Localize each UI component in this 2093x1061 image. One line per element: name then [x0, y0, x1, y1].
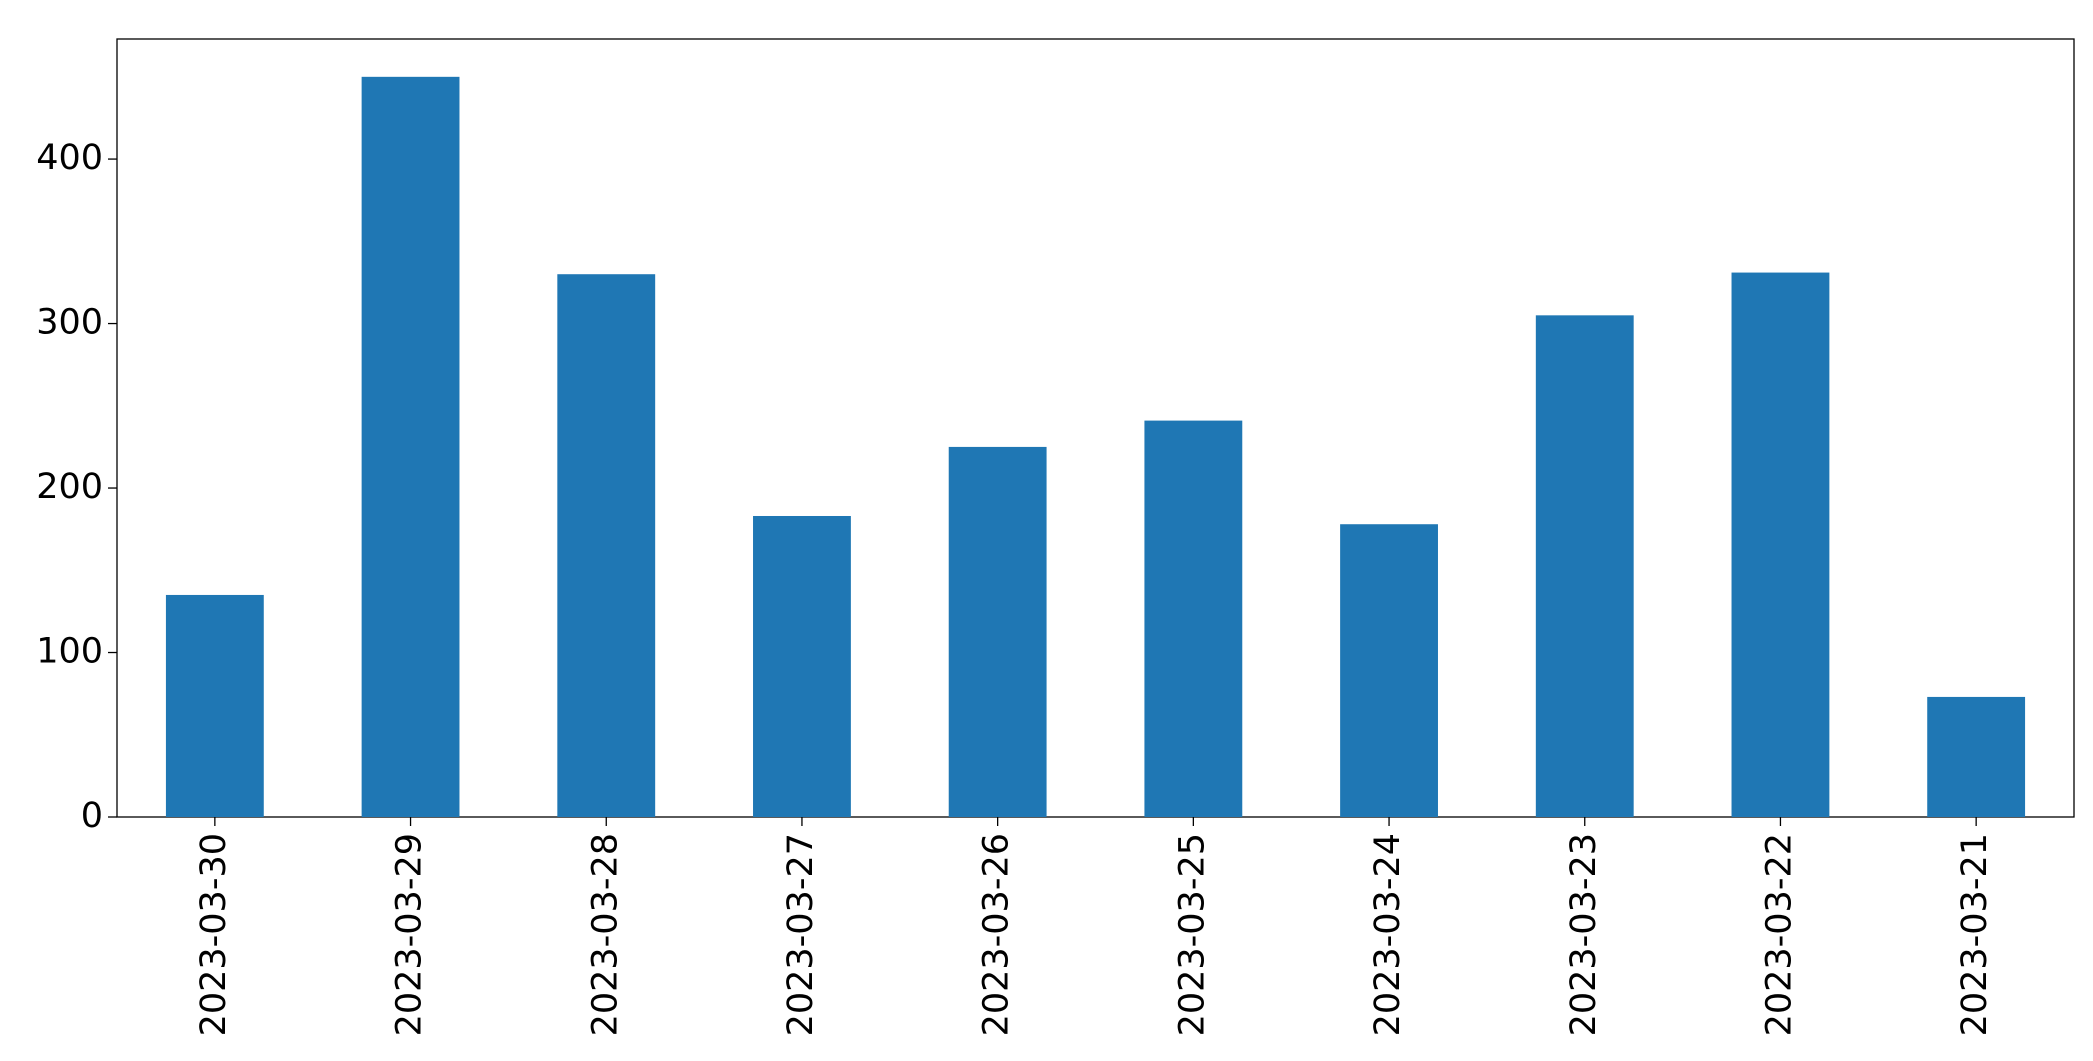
bar [948, 446, 1047, 817]
y-tick-label: 300 [36, 303, 103, 343]
x-tick-label: 2023-03-25 [1172, 833, 1212, 1036]
y-tick-label: 0 [81, 796, 103, 836]
bar [753, 515, 851, 817]
y-tick-label: 200 [36, 467, 103, 507]
x-tick-label: 2023-03-23 [1564, 833, 1604, 1036]
axes-frame [116, 38, 2075, 818]
bar [361, 76, 460, 817]
bar [1731, 272, 1830, 818]
y-tick-label: 100 [36, 632, 103, 672]
bar [165, 594, 264, 817]
bar [1535, 315, 1634, 817]
bar [1144, 420, 1243, 817]
y-tick-label: 400 [36, 138, 103, 178]
x-tick-label: 2023-03-30 [194, 833, 234, 1036]
x-tick-label: 2023-03-29 [390, 833, 430, 1036]
bar [1927, 696, 2026, 817]
bar [1340, 524, 1438, 817]
x-tick-label: 2023-03-27 [781, 833, 821, 1036]
x-tick-label: 2023-03-24 [1368, 833, 1408, 1036]
x-tick-label: 2023-03-22 [1759, 833, 1799, 1036]
x-tick-label: 2023-03-21 [1955, 833, 1995, 1036]
x-tick-label: 2023-03-26 [977, 833, 1017, 1036]
bar [557, 274, 656, 817]
x-tick-label: 2023-03-28 [585, 833, 625, 1036]
